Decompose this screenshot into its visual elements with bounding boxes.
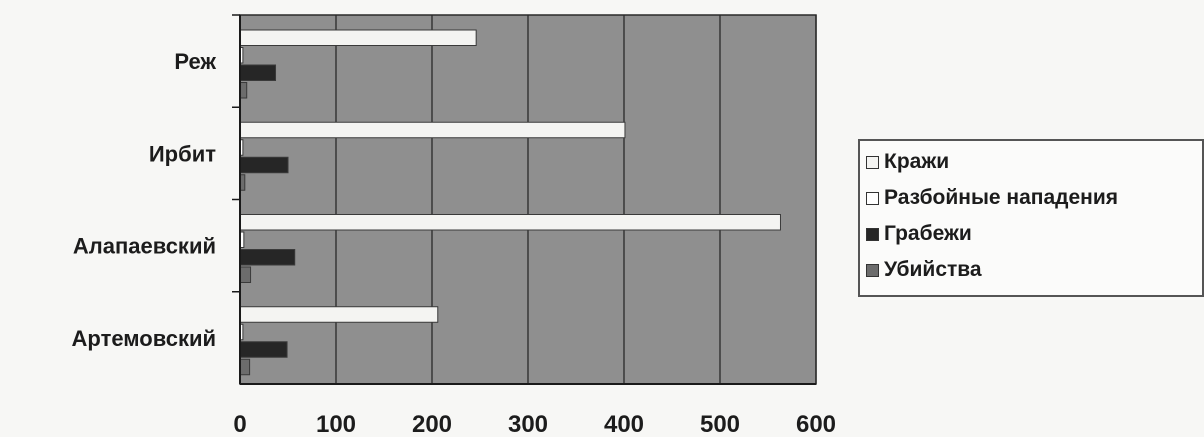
x-tick-label: 600 bbox=[796, 411, 836, 437]
x-tick-label: 0 bbox=[233, 411, 246, 437]
legend-swatch bbox=[866, 191, 879, 205]
category-label: Реж bbox=[174, 49, 216, 74]
bar bbox=[239, 29, 477, 46]
legend-label: Убийства bbox=[884, 258, 982, 281]
legend-swatch bbox=[866, 263, 879, 277]
legend-item: Убийства bbox=[866, 255, 982, 285]
legend-label: Грабежи bbox=[884, 222, 972, 245]
bar bbox=[239, 214, 781, 231]
legend-item: Грабежи bbox=[866, 219, 972, 249]
x-tick-label: 400 bbox=[604, 411, 644, 437]
legend-swatch bbox=[866, 155, 879, 169]
legend-item: Кражи bbox=[866, 147, 949, 177]
bar bbox=[239, 64, 277, 81]
category-label: Артемовский bbox=[72, 326, 216, 351]
bar bbox=[239, 156, 289, 174]
legend-label: Разбойные нападения bbox=[884, 186, 1119, 209]
x-tick-label: 200 bbox=[412, 411, 452, 437]
bar bbox=[239, 82, 248, 99]
legend-label: Кражи bbox=[884, 150, 950, 173]
bar bbox=[239, 121, 626, 139]
legend: Кражи Разбойные нападения Грабежи Убийства bbox=[858, 139, 1204, 297]
legend-item: Разбойные нападения bbox=[866, 183, 1118, 213]
bar bbox=[239, 358, 251, 376]
bar bbox=[239, 306, 439, 323]
x-tick-label: 300 bbox=[508, 411, 548, 437]
x-tick-label: 500 bbox=[700, 411, 740, 437]
legend-swatch bbox=[866, 227, 879, 241]
category-label: Ирбит bbox=[149, 141, 216, 166]
bar bbox=[239, 341, 288, 358]
x-tick-label: 100 bbox=[316, 411, 356, 437]
category-label: Алапаевский bbox=[73, 234, 216, 259]
bar bbox=[239, 266, 252, 283]
bar bbox=[239, 249, 296, 266]
